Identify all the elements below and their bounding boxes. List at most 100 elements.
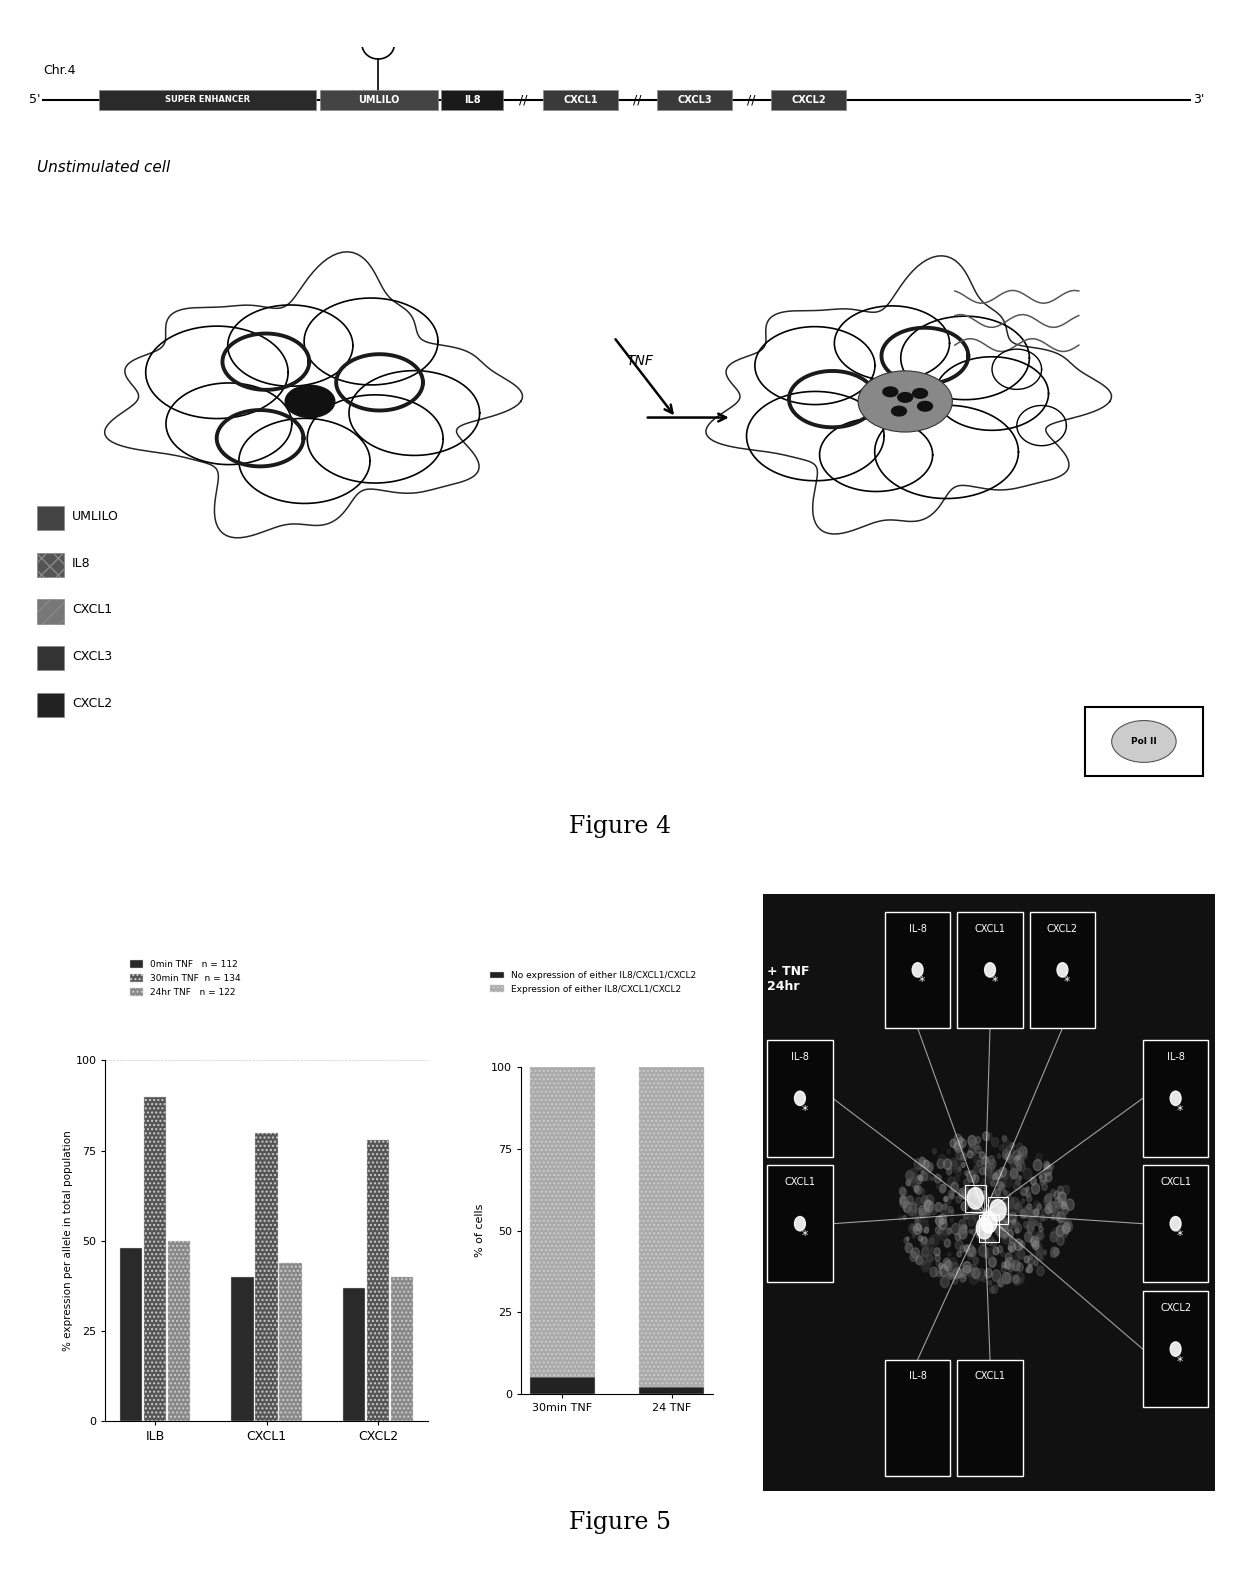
Circle shape [1019, 1160, 1023, 1166]
Circle shape [1044, 1196, 1052, 1206]
Circle shape [1021, 1210, 1027, 1218]
Circle shape [919, 1220, 929, 1232]
Circle shape [1028, 1258, 1033, 1266]
Circle shape [1054, 1198, 1063, 1209]
Circle shape [1003, 1176, 1012, 1187]
Circle shape [1017, 1155, 1019, 1160]
Circle shape [968, 1248, 976, 1258]
Circle shape [1027, 1204, 1032, 1210]
Circle shape [1056, 963, 1068, 977]
Circle shape [1045, 1193, 1053, 1202]
Circle shape [935, 1174, 941, 1184]
Circle shape [999, 1146, 1003, 1150]
Circle shape [921, 1247, 929, 1256]
Circle shape [1050, 1253, 1054, 1258]
Bar [391, 1277, 413, 1422]
Text: *: * [801, 1103, 807, 1117]
Circle shape [1006, 1220, 1013, 1231]
Circle shape [905, 1243, 913, 1253]
Circle shape [959, 1188, 965, 1196]
Circle shape [930, 1234, 939, 1245]
Circle shape [1037, 1266, 1044, 1275]
Circle shape [916, 1256, 923, 1264]
Circle shape [899, 1187, 905, 1195]
Circle shape [921, 1237, 928, 1243]
Circle shape [1039, 1176, 1042, 1179]
Circle shape [1012, 1220, 1016, 1225]
Circle shape [1011, 1171, 1013, 1174]
Circle shape [918, 1176, 921, 1180]
Circle shape [921, 1261, 929, 1272]
Circle shape [1014, 1202, 1023, 1213]
Circle shape [1023, 1168, 1032, 1179]
Text: *: * [1064, 975, 1070, 988]
Circle shape [951, 1262, 959, 1273]
Circle shape [1037, 1234, 1042, 1242]
Circle shape [981, 1237, 986, 1242]
Text: //: // [748, 93, 755, 106]
Circle shape [915, 1185, 921, 1195]
Circle shape [959, 1168, 961, 1171]
Bar [279, 1262, 301, 1422]
Circle shape [1017, 1161, 1025, 1171]
Circle shape [1025, 1187, 1029, 1191]
Circle shape [1050, 1247, 1058, 1258]
Bar [37, 693, 64, 716]
Circle shape [939, 1262, 942, 1269]
Circle shape [949, 1272, 954, 1280]
Circle shape [973, 1165, 980, 1172]
Circle shape [980, 1152, 985, 1158]
Circle shape [1027, 1225, 1034, 1232]
Bar [144, 1097, 166, 1422]
Circle shape [993, 1176, 996, 1179]
Circle shape [981, 1179, 988, 1188]
Circle shape [992, 1138, 998, 1147]
Circle shape [950, 1218, 954, 1223]
Text: SUPER ENHANCER: SUPER ENHANCER [165, 95, 250, 104]
Circle shape [1028, 1213, 1037, 1226]
Bar [957, 1360, 1023, 1475]
Circle shape [999, 1184, 1004, 1191]
Circle shape [858, 371, 952, 432]
Circle shape [1050, 1165, 1054, 1169]
Bar [1143, 1166, 1209, 1281]
Circle shape [1023, 1155, 1027, 1160]
Circle shape [982, 1275, 987, 1281]
Circle shape [1002, 1262, 1006, 1267]
Circle shape [1024, 1256, 1029, 1262]
Circle shape [930, 1267, 937, 1277]
Circle shape [966, 1201, 970, 1207]
Text: CXCL2: CXCL2 [791, 95, 826, 104]
Circle shape [909, 1179, 911, 1184]
Circle shape [908, 1204, 916, 1215]
Circle shape [905, 1171, 914, 1180]
Circle shape [1011, 1168, 1018, 1177]
Bar [441, 90, 503, 110]
Circle shape [942, 1258, 951, 1269]
Circle shape [899, 1215, 901, 1220]
Circle shape [1059, 1218, 1065, 1226]
Text: CXCL1: CXCL1 [975, 923, 1006, 934]
Circle shape [1001, 1229, 1008, 1239]
Circle shape [1021, 1209, 1027, 1218]
Circle shape [1013, 1150, 1021, 1160]
Circle shape [1016, 1179, 1021, 1185]
Circle shape [982, 1223, 987, 1229]
Circle shape [963, 1266, 970, 1275]
Circle shape [947, 1149, 950, 1154]
Circle shape [1017, 1250, 1024, 1259]
Circle shape [1035, 1242, 1042, 1251]
Circle shape [915, 1218, 919, 1225]
Circle shape [926, 1165, 932, 1172]
Circle shape [1054, 1191, 1060, 1199]
Bar [120, 1248, 143, 1422]
Circle shape [1027, 1221, 1034, 1231]
Circle shape [957, 1251, 961, 1258]
Circle shape [982, 1157, 988, 1165]
Circle shape [1022, 1199, 1024, 1202]
Text: CXCL2: CXCL2 [1161, 1303, 1192, 1313]
Circle shape [968, 1136, 976, 1146]
Circle shape [908, 1172, 916, 1182]
Circle shape [1014, 1223, 1022, 1232]
Circle shape [991, 1240, 997, 1247]
